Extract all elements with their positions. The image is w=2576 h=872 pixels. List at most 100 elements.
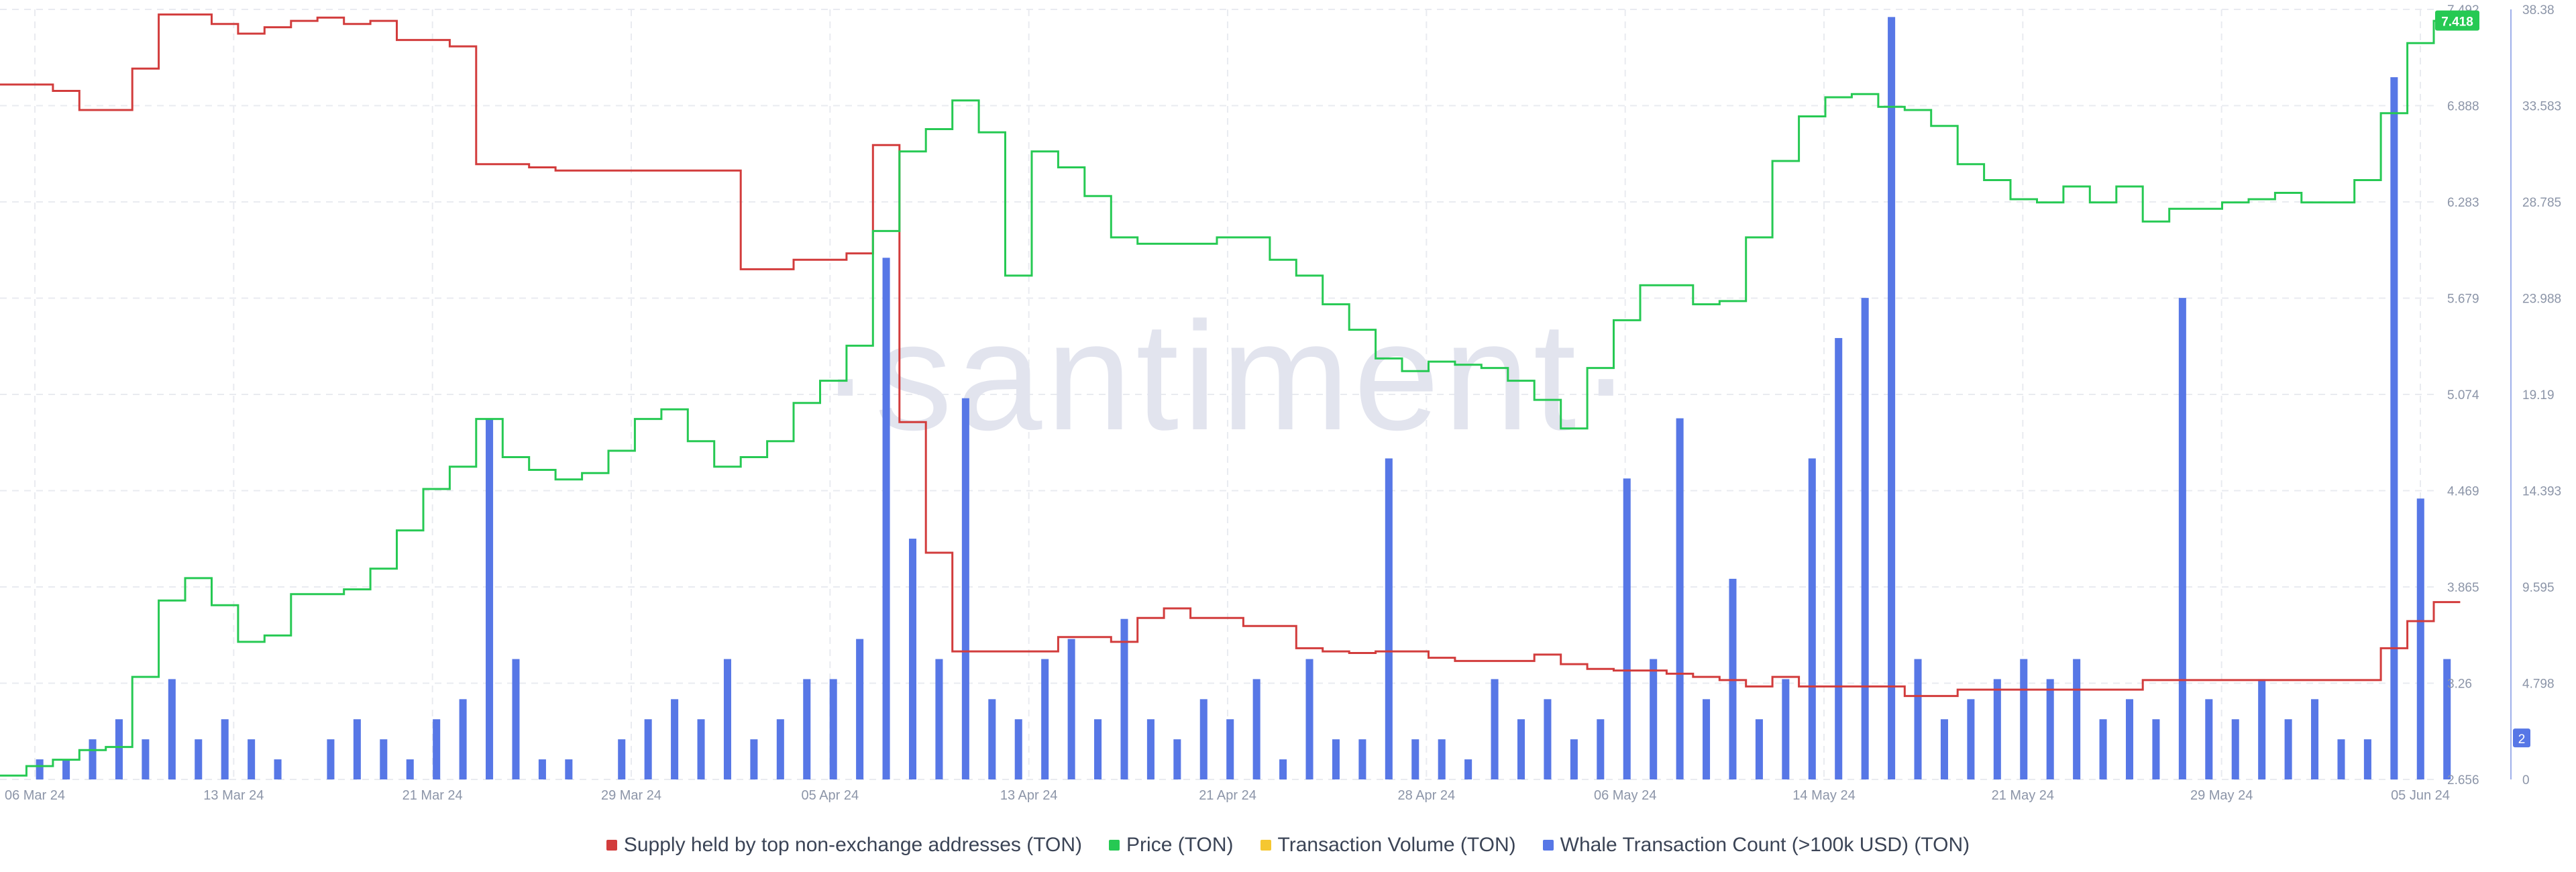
whale-bar [1014,719,1022,779]
whale-bar [2099,719,2107,779]
series-lines [0,13,2461,777]
whale-bar [961,398,969,779]
price-tick-label: 3.26 [2447,677,2472,692]
price-line [0,19,2461,777]
whale-bar [2390,77,2398,779]
whale-bar [2178,298,2186,779]
legend-label: Price (TON) [1126,834,1234,856]
whale-count-bars [36,17,2451,780]
value-badges: 7.418 2 [2435,10,2530,748]
whale-bar [2125,699,2134,779]
whale-bar [1676,418,1684,779]
whale-bar [1146,719,1155,779]
whale-bar [1544,699,1552,779]
whale-bar [115,719,123,779]
legend-item[interactable]: Price (TON) [1109,834,1234,857]
count-tick-label: 23.988 [2522,292,2561,307]
whale-bar [644,719,652,779]
whale-bar [1967,699,1975,779]
count-tick-label: 38.38 [2522,3,2555,17]
count-tick-label: 28.785 [2522,196,2561,210]
whale-bar [988,699,996,779]
legend-label: Transaction Volume (TON) [1277,834,1516,856]
legend-label: Whale Transaction Count (>100k USD) (TON… [1560,834,1970,856]
whale-bar [406,759,414,779]
whale-bar [750,739,758,779]
x-tick-label: 05 Jun 24 [2391,788,2450,803]
whale-bar [1888,17,1896,780]
x-tick-label: 29 Mar 24 [601,788,661,803]
legend-swatch [606,840,617,851]
price-tick-label: 2.656 [2447,773,2479,787]
axes: 06 Mar 24 13 Mar 24 21 Mar 24 29 Mar 24 05 A… [5,3,2561,803]
legend-item[interactable]: Whale Transaction Count (>100k USD) (TON… [1542,834,1970,857]
legend-swatch [1260,840,1271,851]
price-badge-text: 7.418 [2441,15,2473,30]
whale-bar [142,739,150,779]
price-tick-label: 3.865 [2447,581,2479,595]
x-tick-label: 06 Mar 24 [5,788,65,803]
whale-bar [1464,759,1472,779]
whale-bar [2020,659,2028,779]
whale-bar [618,739,626,779]
whale-bar [2046,679,2054,779]
whale-bar [195,739,203,779]
whale-bar [2073,659,2081,779]
whale-bar [671,699,679,779]
whale-bar [803,679,811,779]
whale-bar [538,759,546,779]
whale-bar [1993,679,2001,779]
whale-bar [1597,719,1605,779]
x-tick-label: 21 May 24 [1992,788,2054,803]
chart-legend: Supply held by top non-exchange addresse… [0,829,2576,861]
whale-bar [1491,679,1499,779]
whale-bar [512,659,520,779]
price-badge [2435,10,2479,31]
legend-item[interactable]: Supply held by top non-exchange addresse… [606,834,1082,857]
whale-bar [1120,618,1128,779]
x-tick-label: 06 May 24 [1594,788,1656,803]
whale-bar [1623,478,1631,779]
whale-bar [829,679,837,779]
price-tick-label: 5.679 [2447,292,2479,307]
whale-bar [2416,498,2424,779]
price-tick-label: 6.283 [2447,196,2479,210]
legend-item[interactable]: Transaction Volume (TON) [1260,834,1516,857]
whale-bar [1782,679,1790,779]
whale-bar [1438,739,1446,779]
whale-bar [776,719,784,779]
x-tick-label: 13 Apr 24 [1000,788,1058,803]
chart-svg[interactable]: ·santiment· 06 Mar 24 13 Mar 24 21 Mar 24 2… [0,0,2576,825]
whale-bar [380,739,388,779]
whale-bar [1650,659,1658,779]
whale-bar [2258,679,2266,779]
whale-bar [1041,659,1049,779]
whale-bar [2284,719,2292,779]
whale-bar [1385,458,1393,779]
whale-bar [327,739,335,779]
whale-bar [248,739,256,779]
count-badge [2513,728,2530,748]
whale-bar [168,679,176,779]
whale-bar [2205,699,2213,779]
whale-bar [697,719,705,779]
x-tick-label: 14 May 24 [1792,788,1855,803]
price-tick-label: 5.074 [2447,388,2479,402]
whale-bar [1305,659,1313,779]
whale-bar [1252,679,1260,779]
whale-bar [1914,659,1922,779]
count-tick-label: 19.19 [2522,388,2555,402]
chart-area[interactable]: ·santiment· 06 Mar 24 13 Mar 24 21 Mar 24 2… [0,0,2576,825]
whale-bar [1279,759,1287,779]
whale-bar [433,719,441,779]
whale-bar [486,418,494,779]
whale-bar [2337,739,2345,779]
whale-bar [274,759,282,779]
x-tick-label: 21 Mar 24 [402,788,463,803]
whale-bar [221,719,229,779]
whale-bar [1570,739,1578,779]
whale-bar [1940,719,1948,779]
whale-bar [2152,719,2160,779]
whale-bar [1173,739,1181,779]
whale-bar [1067,639,1075,779]
